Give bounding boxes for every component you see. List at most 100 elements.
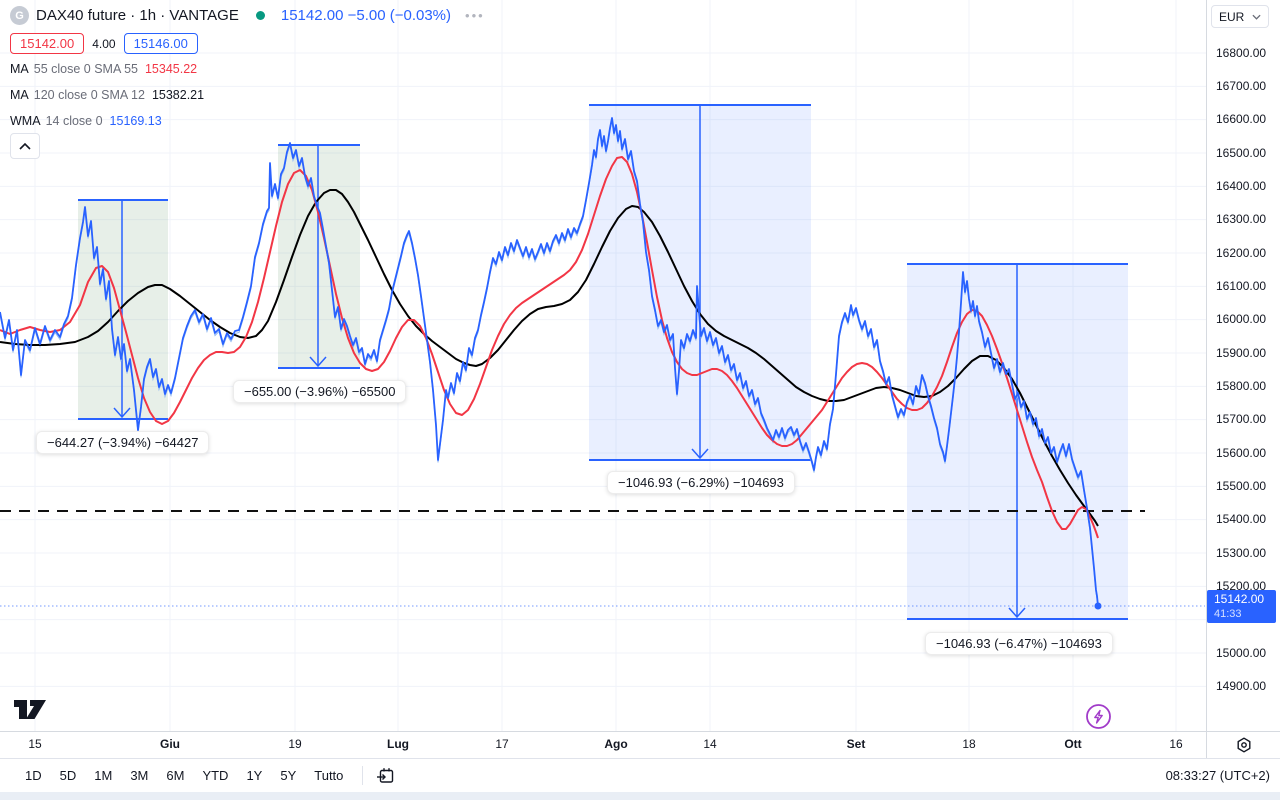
price-axis-label: 15800.00 — [1216, 378, 1267, 393]
symbol-row: G DAX40 future · 1h · VANTAGE 15142.00 −… — [10, 6, 485, 25]
currency-selector[interactable]: EUR — [1211, 5, 1269, 28]
time-axis-label: Set — [846, 737, 866, 751]
date-range-buttons: 1D 5D 1M 3M 6M YTD 1Y 5Y Tutto — [16, 765, 352, 786]
price-change: −5.00 (−0.03%) — [347, 7, 452, 24]
price-axis-label: 16300.00 — [1216, 212, 1267, 227]
range-button-ytd[interactable]: YTD — [202, 768, 229, 783]
bottom-toolbar: 1D 5D 1M 3M 6M YTD 1Y 5Y Tutto 08:33:27 (UTC+2) — [0, 759, 1280, 792]
time-axis-label: Ago — [604, 737, 628, 751]
last-price: 15142.00 — [280, 7, 344, 24]
indicator-name: MA — [10, 88, 29, 102]
price-axis-label: 15000.00 — [1216, 645, 1267, 660]
session-clock[interactable]: 08:33:27 (UTC+2) — [1165, 768, 1270, 783]
more-options-icon[interactable]: ••• — [465, 8, 485, 23]
time-axis[interactable]: 15 Giu 19 Lug 17 Ago 14 Set 18 Ott 16 — [0, 732, 1206, 758]
last-price-dot — [1094, 602, 1102, 610]
price-axis-label: 16200.00 — [1216, 245, 1267, 260]
current-price-label: 15142.00 41:33 — [1207, 590, 1276, 623]
range-button-5d[interactable]: 5D — [59, 768, 77, 783]
symbol-title[interactable]: DAX40 future · 1h · VANTAGE — [36, 7, 239, 24]
toolbar-divider — [362, 766, 364, 785]
time-axis-label: 15 — [28, 737, 42, 751]
time-axis-label: 19 — [288, 737, 302, 751]
current-price-value: 15142.00 — [1214, 592, 1265, 606]
time-axis-label: 18 — [962, 737, 976, 751]
time-axis-label: 17 — [495, 737, 509, 751]
axis-vertical-separator — [1206, 0, 1207, 758]
measurement-label[interactable]: −1046.93 (−6.47%) −104693 — [925, 632, 1113, 655]
window-bottom-strip — [0, 792, 1280, 800]
time-axis-label: Lug — [387, 737, 409, 751]
price-axis[interactable]: EUR 16800.00 16700.00 16600.00 16500.00 1640… — [1207, 0, 1280, 731]
axis-settings-corner[interactable] — [1207, 732, 1280, 758]
time-axis-separator — [0, 731, 1280, 732]
indicator-value: 15169.13 — [109, 114, 162, 128]
indicator-params: 14 close 0 — [45, 114, 103, 128]
toolbar-separator — [0, 758, 1280, 759]
price-axis-label: 16400.00 — [1216, 178, 1267, 193]
go-to-date-button[interactable] — [373, 764, 399, 788]
chart-legend: G DAX40 future · 1h · VANTAGE 15142.00 −… — [10, 6, 485, 132]
chevron-down-icon — [1252, 14, 1261, 20]
price-axis-label: 16800.00 — [1216, 45, 1267, 60]
price-axis-label: 14900.00 — [1216, 678, 1267, 693]
range-button-1d[interactable]: 1D — [25, 768, 42, 783]
range-button-1y[interactable]: 1Y — [246, 768, 263, 783]
last-price-and-change: 15142.00 −5.00 (−0.03%) — [281, 7, 451, 24]
market-open-dot-icon — [255, 11, 265, 20]
lightning-icon — [1086, 704, 1111, 729]
time-axis-label: 16 — [1169, 737, 1183, 751]
indicator-row-ma120[interactable]: MA 120 close 0 SMA 12 15382.21 — [10, 84, 485, 106]
bid-ask-row: 15142.00 4.00 15146.00 — [10, 33, 485, 54]
price-axis-label: 16100.00 — [1216, 278, 1267, 293]
price-axis-label: 16000.00 — [1216, 312, 1267, 327]
price-axis-label: 15200.00 — [1216, 578, 1267, 593]
measurement-label[interactable]: −644.27 (−3.94%) −64427 — [36, 431, 210, 454]
measurement-label[interactable]: −655.00 (−3.96%) −65500 — [233, 380, 407, 403]
range-button-3m[interactable]: 3M — [130, 768, 149, 783]
symbol-logo-icon: G — [10, 6, 29, 25]
sma120-line[interactable] — [0, 189, 1099, 527]
chevron-up-icon — [19, 142, 31, 150]
indicator-params: 55 close 0 SMA 55 — [33, 62, 138, 76]
sma55-line[interactable] — [0, 156, 1099, 539]
price-axis-label: 15400.00 — [1216, 512, 1267, 527]
currency-label: EUR — [1219, 9, 1245, 24]
time-axis-label: Ott — [1064, 737, 1082, 751]
buy-button[interactable]: 15146.00 — [123, 33, 198, 54]
range-button-1m[interactable]: 1M — [94, 768, 113, 783]
indicator-name: MA — [10, 62, 29, 76]
indicator-value: 15345.22 — [144, 62, 198, 76]
range-button-5y[interactable]: 5Y — [280, 768, 297, 783]
indicator-row-ma55[interactable]: MA 55 close 0 SMA 55 15345.22 — [10, 58, 485, 80]
range-button-tutto[interactable]: Tutto — [314, 768, 344, 783]
price-axis-label: 15500.00 — [1216, 478, 1267, 493]
price-axis-label: 16500.00 — [1216, 145, 1267, 160]
instant-order-button[interactable] — [1085, 703, 1112, 735]
price-axis-label: 15600.00 — [1216, 445, 1267, 460]
price-axis-label: 16600.00 — [1216, 112, 1267, 127]
collapse-legend-button[interactable] — [10, 133, 40, 159]
bar-countdown: 41:33 — [1214, 608, 1242, 620]
range-button-6m[interactable]: 6M — [166, 768, 185, 783]
gear-icon — [1237, 737, 1251, 753]
sell-button[interactable]: 15142.00 — [10, 33, 85, 54]
indicator-name: WMA — [10, 114, 41, 128]
price-axis-label: 15700.00 — [1216, 412, 1267, 427]
price-line[interactable] — [0, 117, 1099, 607]
indicator-row-wma14[interactable]: WMA 14 close 0 15169.13 — [10, 110, 485, 132]
tradingview-logo-icon — [14, 700, 46, 719]
price-chart[interactable] — [0, 0, 1206, 731]
price-axis-label: 15900.00 — [1216, 345, 1267, 360]
price-axis-label: 16700.00 — [1216, 78, 1267, 93]
time-axis-label: Giu — [160, 737, 180, 751]
tradingview-logo[interactable] — [13, 698, 47, 725]
calendar-goto-icon — [377, 767, 394, 783]
time-axis-label: 14 — [703, 737, 717, 751]
price-axis-label: 15300.00 — [1216, 545, 1267, 560]
spread-value: 4.00 — [92, 36, 116, 51]
indicator-value: 15382.21 — [151, 88, 205, 102]
measurement-label[interactable]: −1046.93 (−6.29%) −104693 — [607, 471, 795, 494]
indicator-params: 120 close 0 SMA 12 — [33, 88, 145, 102]
